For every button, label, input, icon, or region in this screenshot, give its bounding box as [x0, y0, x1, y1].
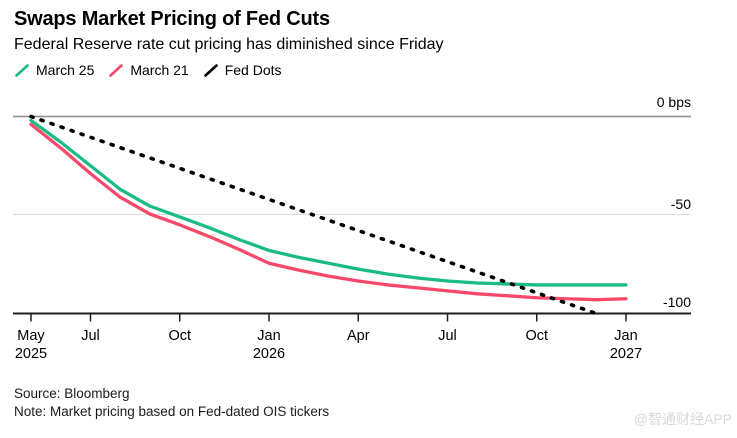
x-axis-ticks — [30, 313, 627, 322]
x-tick-label: Jan 2026 — [252, 328, 286, 362]
series-line-march-21 — [29, 122, 628, 302]
watermark: @智通财经APP — [633, 411, 732, 427]
x-tick-label: May 2025 — [14, 328, 48, 362]
chart-title: Swaps Market Pricing of Fed Cuts — [14, 8, 330, 30]
footer: Source: Bloomberg Note: Market pricing b… — [14, 385, 329, 421]
x-tick-label: Jul — [438, 328, 457, 344]
x-tick-label: Oct — [525, 328, 549, 344]
legend-item-march-25: March 25 — [14, 62, 94, 78]
legend-label-march-25: March 25 — [36, 62, 95, 78]
note-text: Note: Market pricing based on Fed-dated … — [14, 404, 330, 419]
legend: March 25 March 21 Fed Dots — [14, 62, 282, 78]
x-tick-label: Jul — [81, 328, 100, 344]
chart-subtitle: Federal Reserve rate cut pricing has dim… — [14, 36, 444, 53]
legend-item-march-21: March 21 — [108, 62, 189, 78]
plot-lines — [29, 114, 628, 316]
legend-label-fed-dots: Fed Dots — [224, 62, 282, 78]
legend-item-fed-dots: Fed Dots — [203, 62, 282, 78]
y-tick-label-minus-100: -100 — [662, 294, 691, 310]
line-swatch-icon — [109, 63, 124, 77]
line-swatch-icon — [203, 63, 218, 77]
source-text: Source: Bloomberg — [14, 386, 130, 401]
y-tick-label-minus-50: -50 — [670, 196, 691, 212]
line-swatch-icon — [15, 63, 29, 77]
series-line-fed-dots — [29, 114, 599, 316]
x-tick-label: Apr — [346, 328, 370, 344]
x-tick-label: Oct — [168, 328, 192, 344]
y-tick-label-0bps: 0 bps — [656, 94, 691, 110]
series-line-march-25 — [29, 118, 628, 287]
x-tick-label: Jan 2027 — [609, 328, 643, 362]
legend-label-march-21: March 21 — [130, 62, 189, 78]
